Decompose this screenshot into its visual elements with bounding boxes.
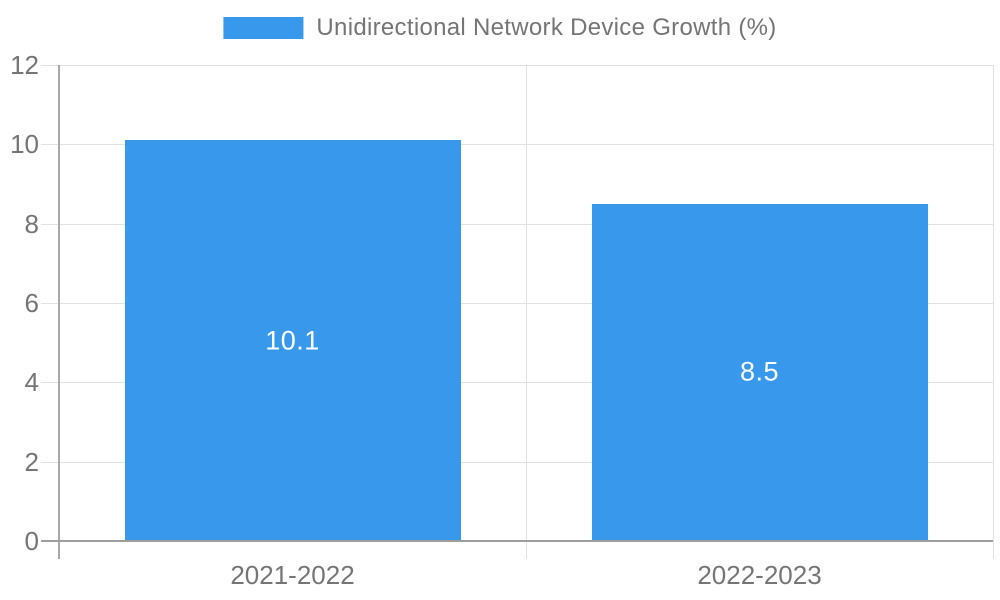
x-tick-label: 2021-2022 xyxy=(230,560,355,590)
y-tick-label: 0 xyxy=(24,526,39,556)
y-tick-mark xyxy=(41,303,59,304)
bar-value-label: 8.5 xyxy=(739,356,780,387)
legend-item[interactable]: Unidirectional Network Device Growth (%) xyxy=(223,14,776,42)
x-gridline xyxy=(993,65,994,559)
y-tick-label: 10 xyxy=(10,129,39,160)
y-tick-mark xyxy=(41,382,59,384)
y-tick-label: 12 xyxy=(10,50,39,80)
legend-swatch xyxy=(223,17,304,39)
x-axis-line xyxy=(41,540,993,542)
y-tick-label: 2 xyxy=(24,446,39,477)
y-tick-label: 8 xyxy=(24,208,39,239)
x-tick-label: 2022-2023 xyxy=(697,560,822,590)
bar[interactable] xyxy=(592,204,928,540)
y-tick-label: 6 xyxy=(24,288,39,318)
x-gridline xyxy=(526,65,527,559)
y-tick-mark xyxy=(41,144,59,146)
y-tick-mark xyxy=(41,223,59,225)
bar[interactable] xyxy=(125,140,461,540)
bar-value-label: 10.1 xyxy=(265,325,320,356)
y-tick-mark xyxy=(41,461,59,463)
legend-label: Unidirectional Network Device Growth (%) xyxy=(316,14,777,41)
y-axis-line xyxy=(58,65,60,559)
y-tick-mark xyxy=(41,65,59,66)
y-tick-label: 4 xyxy=(24,367,39,398)
